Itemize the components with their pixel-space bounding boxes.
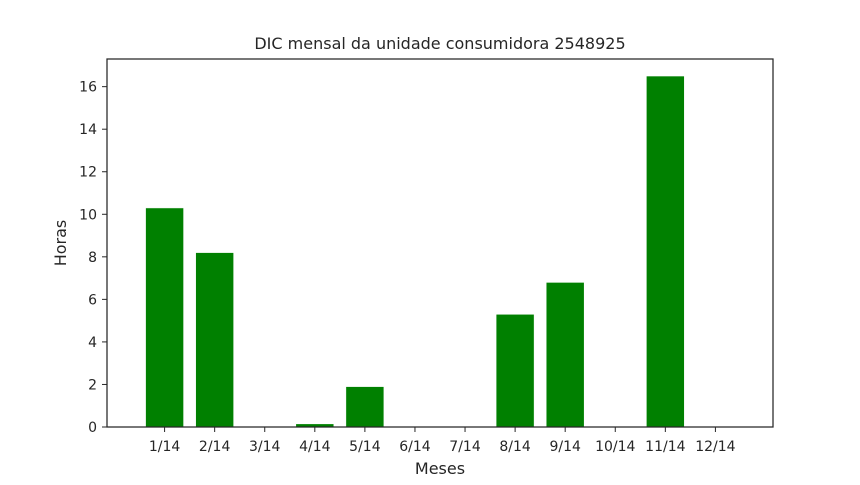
y-tick-label: 8	[88, 250, 97, 266]
y-axis-label: Horas	[51, 220, 70, 267]
y-tick-label: 0	[88, 420, 97, 436]
y-tick-label: 4	[88, 335, 97, 351]
x-tick-label: 12/14	[695, 439, 735, 455]
y-axis-ticks: 0 2 4 6 8 10 12 14 16	[79, 80, 107, 436]
chart-title: DIC mensal da unidade consumidora 254892…	[254, 34, 625, 53]
y-tick-label: 6	[88, 292, 97, 308]
x-tick-label: 8/14	[499, 439, 531, 455]
x-tick-label: 6/14	[399, 439, 431, 455]
bar-9/14	[545, 282, 585, 428]
x-tick-label: 5/14	[349, 439, 381, 455]
bar-8/14	[495, 313, 535, 428]
bar-1/14	[145, 207, 184, 428]
x-axis-ticks: 1/14 2/14 3/14 4/14 5/14 6/14 7/14 8/14 9/14 10/1…	[149, 427, 736, 455]
x-tick-label: 10/14	[595, 439, 635, 455]
bar-2/14	[195, 252, 234, 428]
x-tick-label: 11/14	[645, 439, 685, 455]
y-tick-label: 14	[79, 122, 97, 138]
y-tick-label: 2	[88, 377, 97, 393]
x-tick-label: 1/14	[149, 439, 181, 455]
bar-5/14	[345, 386, 385, 428]
y-tick-label: 16	[79, 80, 97, 96]
x-tick-label: 3/14	[249, 439, 281, 455]
x-tick-label: 2/14	[199, 439, 231, 455]
y-tick-label: 12	[79, 165, 97, 181]
y-tick-label: 10	[79, 207, 97, 223]
x-tick-label: 7/14	[449, 439, 481, 455]
x-axis-label: Meses	[415, 459, 465, 478]
x-tick-label: 4/14	[299, 439, 331, 455]
x-tick-label: 9/14	[549, 439, 581, 455]
plot-frame	[106, 58, 774, 428]
bars	[145, 75, 685, 428]
bar-11/14	[646, 75, 685, 428]
